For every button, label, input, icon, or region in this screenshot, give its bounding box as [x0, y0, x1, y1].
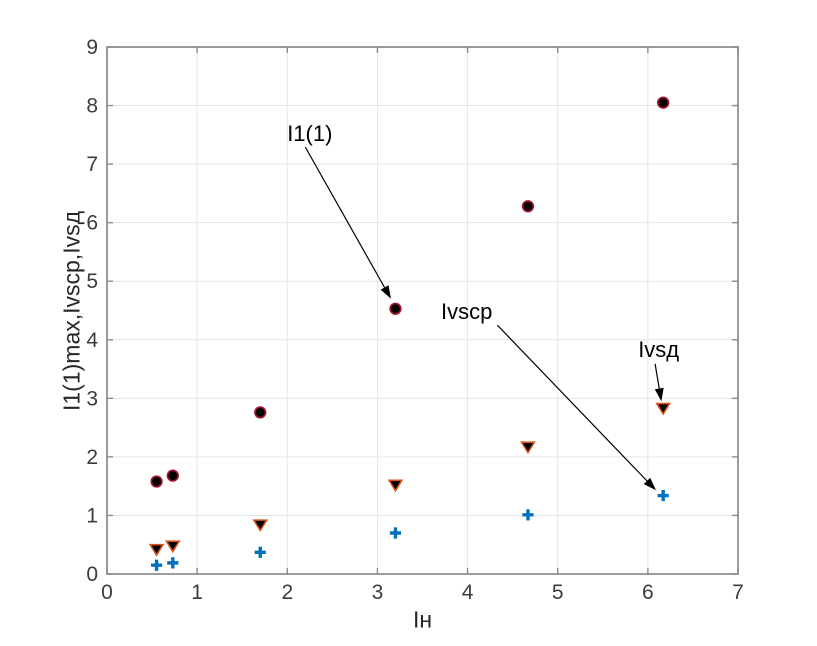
y-tick-label: 5 [86, 270, 98, 293]
x-tick-label: 2 [281, 581, 293, 604]
annotation-arrow-line [654, 363, 660, 389]
x-tick-label: 0 [101, 581, 113, 604]
annotation-label-i1-1: I1(1) [287, 120, 333, 146]
marker-triangle-down [655, 402, 672, 416]
annotation-arrow-line [304, 146, 386, 288]
marker-plus [150, 559, 163, 571]
marker-triangle-down [164, 540, 181, 554]
marker-triangle-down [520, 441, 536, 455]
marker-circle [521, 200, 535, 213]
marker-circle [150, 475, 163, 488]
marker-triangle-down [252, 519, 269, 533]
y-tick-label: 7 [86, 153, 98, 176]
y-tick-label: 9 [86, 36, 98, 59]
annotation-label-ivsd: Ivsд [638, 337, 680, 363]
marker-plus [522, 509, 534, 521]
x-tick-label: 1 [191, 581, 203, 604]
y-tick-label: 8 [86, 95, 98, 118]
annotation-arrow-line [496, 324, 648, 482]
y-tick-label: 0 [86, 563, 98, 586]
marker-plus [167, 557, 179, 569]
marker-circle [166, 469, 179, 482]
x-tick-label: 7 [732, 581, 744, 604]
y-tick-label: 2 [86, 446, 98, 469]
marker-plus [389, 527, 402, 539]
y-tick-label: 4 [86, 329, 98, 352]
annotation-arrow-head [380, 285, 391, 299]
x-tick-label: 5 [552, 581, 564, 604]
x-axis-label: Iн [412, 606, 433, 633]
annotation-arrow-head [654, 387, 664, 402]
y-axis-label: I1(1)max,Ivscp,Ivsд [58, 210, 85, 411]
marker-circle [254, 406, 267, 419]
marker-plus [657, 489, 669, 502]
axes-box [106, 46, 739, 575]
marker-plus [254, 546, 266, 558]
y-tick-label: 1 [86, 504, 98, 527]
annotation-arrow-head [643, 477, 656, 491]
x-tick-label: 3 [372, 581, 384, 604]
x-tick-label: 6 [642, 581, 654, 604]
y-tick-label: 6 [86, 212, 98, 235]
marker-triangle-down [148, 543, 165, 557]
x-tick-label: 4 [462, 581, 474, 604]
marker-circle [389, 302, 402, 315]
marker-circle [657, 96, 670, 109]
y-tick-label: 3 [86, 387, 98, 410]
annotation-label-ivscp: Ivscp [440, 299, 493, 325]
marker-triangle-down [387, 479, 404, 493]
